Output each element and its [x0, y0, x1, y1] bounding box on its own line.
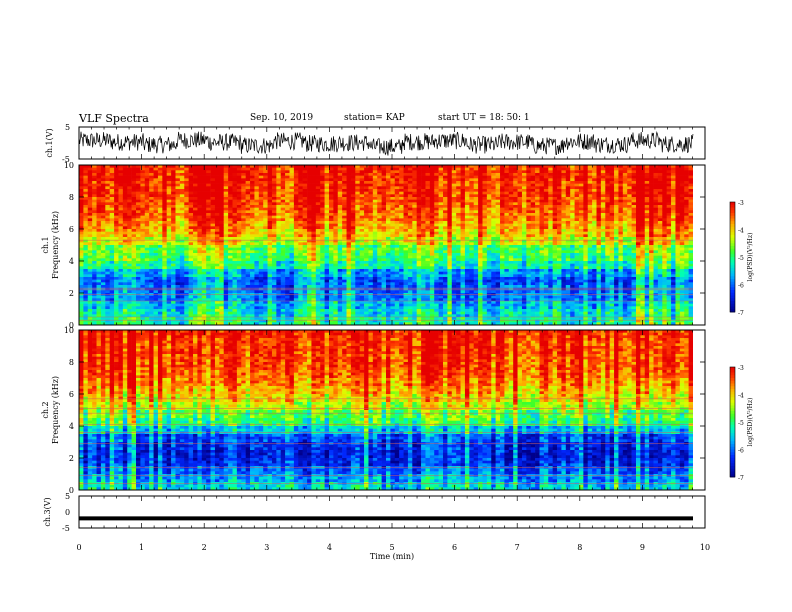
xtick-0: 0 — [76, 543, 81, 552]
colorbar-1-tick--7: -7 — [738, 310, 744, 317]
spectrogram-2-ytick-2: 2 — [69, 454, 74, 463]
spectrogram-1-ytick-2: 2 — [69, 289, 74, 298]
spectrogram-1-ytick-4: 4 — [69, 257, 74, 266]
colorbar-1-tick--6: -6 — [738, 283, 744, 290]
spectrogram-2-ylabel-frequency: Frequency (kHz) — [51, 376, 60, 444]
spectrogram-2-ytick-8: 8 — [69, 358, 74, 367]
ch1-ytick-5: 5 — [65, 123, 70, 132]
xaxis-label: Time (min) — [370, 552, 414, 561]
colorbar-2-tick--3: -3 — [738, 365, 744, 372]
spectrogram-1-ytick-8: 8 — [69, 193, 74, 202]
spectrogram-1-ytick-10: 10 — [64, 161, 74, 170]
xtick-6: 6 — [452, 543, 457, 552]
spectrogram-2-ytick-10: 10 — [64, 326, 74, 335]
start-time-label: start UT = 18: 50: 1 — [438, 113, 530, 123]
spectrogram-1-ylabel-frequency: Frequency (kHz) — [51, 211, 60, 279]
xtick-5: 5 — [389, 543, 394, 552]
ch3-ytick-5: 5 — [65, 492, 70, 501]
colorbar-2-tick--5: -5 — [738, 420, 744, 427]
xtick-1: 1 — [139, 543, 144, 552]
spectrogram-2-ytick-4: 4 — [69, 422, 74, 431]
colorbar-2-frame — [729, 366, 736, 478]
colorbar-2-tick--4: -4 — [738, 393, 744, 400]
xtick-2: 2 — [202, 543, 207, 552]
ch3-ytick-0: 0 — [65, 508, 70, 517]
spectrogram-2-ytick-0: 0 — [69, 486, 74, 495]
spectrogram-1-ylabel-channel: ch.1 — [41, 236, 50, 253]
xtick-8: 8 — [577, 543, 582, 552]
colorbar-1-frame — [729, 201, 736, 313]
xtick-3: 3 — [264, 543, 269, 552]
colorbar-2-label: log(PSD)(V²/Hz) — [747, 398, 754, 447]
spectrogram-2-ytick-6: 6 — [69, 390, 74, 399]
colorbar-1-tick--5: -5 — [738, 255, 744, 262]
date-label: Sep. 10, 2019 — [250, 113, 314, 123]
spectrogram-1-ytick-0: 0 — [69, 321, 74, 330]
colorbar-2 — [730, 367, 735, 478]
ch1-ytick-neg5: -5 — [62, 155, 70, 164]
spectrogram-2-ylabel-channel: ch.2 — [41, 401, 50, 418]
colorbar-1-tick--4: -4 — [738, 228, 744, 235]
xtick-9: 9 — [640, 543, 645, 552]
spectrogram-1-ytick-6: 6 — [69, 225, 74, 234]
xtick-4: 4 — [327, 543, 332, 552]
colorbar-2-tick--6: -6 — [738, 448, 744, 455]
station-label: station= KAP — [344, 113, 405, 123]
ch1-ylabel: ch.1(V) — [45, 128, 54, 157]
figure-title: VLF Spectra — [79, 112, 149, 125]
ch3-ylabel: ch.3(V) — [43, 497, 52, 526]
spectrogram-1-image — [79, 165, 694, 326]
xtick-10: 10 — [700, 543, 710, 552]
ch1-waveform-line — [78, 131, 694, 156]
spectrogram-2-image — [79, 330, 694, 491]
colorbar-1 — [730, 202, 735, 313]
colorbar-1-label: log(PSD)(V²/Hz) — [747, 233, 754, 282]
xtick-7: 7 — [515, 543, 520, 552]
colorbar-1-tick--3: -3 — [738, 200, 744, 207]
ch3-ytick-neg5: -5 — [62, 524, 70, 533]
colorbar-2-tick--7: -7 — [738, 475, 744, 482]
